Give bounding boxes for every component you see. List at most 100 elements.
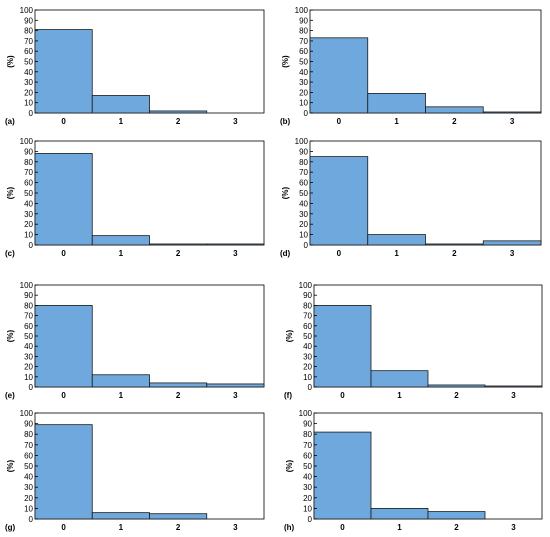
y-tick-label: 60 (24, 322, 33, 331)
y-axis-label: (%) (6, 55, 15, 68)
x-tick-label: 2 (176, 391, 181, 400)
bar-2 (149, 243, 208, 246)
y-tick-label: 0 (304, 241, 309, 250)
y-tick-label: 10 (299, 99, 308, 108)
y-tick-label: 60 (24, 451, 33, 460)
y-tick-label: 40 (24, 199, 33, 208)
x-tick-label: 2 (454, 523, 459, 532)
y-tick-label: 70 (24, 168, 33, 177)
y-axis-label: (%) (281, 186, 290, 199)
x-tick-label: 3 (233, 117, 238, 126)
x-tick-label: 0 (340, 523, 345, 532)
bar-0 (34, 153, 93, 246)
bar-1 (91, 374, 150, 388)
y-tick-label: 10 (24, 99, 33, 108)
y-tick-label: 0 (29, 383, 34, 392)
bar-3 (482, 240, 542, 246)
x-tick-label: 2 (454, 391, 459, 400)
panel-label: (g) (5, 523, 16, 532)
y-tick-label: 50 (24, 58, 33, 67)
y-tick-label: 100 (20, 409, 34, 418)
bar-1 (91, 512, 150, 520)
y-tick-label: 80 (299, 158, 308, 167)
bar-2 (425, 243, 484, 246)
y-tick-label: 30 (24, 210, 33, 219)
y-tick-label: 50 (24, 189, 33, 198)
y-tick-label: 50 (24, 332, 33, 341)
x-tick-label: 2 (452, 117, 457, 126)
y-tick-label: 20 (24, 220, 33, 229)
y-tick-label: 10 (299, 231, 308, 240)
bar-0 (34, 29, 93, 114)
x-tick-label: 0 (340, 391, 345, 400)
panel-label: (f) (284, 391, 292, 400)
bar-2 (149, 513, 208, 520)
y-tick-label: 80 (24, 27, 33, 36)
y-tick-label: 80 (303, 301, 312, 310)
y-tick-label: 40 (303, 342, 312, 351)
y-tick-label: 10 (24, 373, 33, 382)
y-tick-label: 0 (308, 383, 313, 392)
bar-3 (206, 383, 265, 388)
y-tick-label: 100 (295, 6, 309, 15)
y-tick-label: 90 (299, 147, 308, 156)
x-tick-label: 2 (176, 117, 181, 126)
y-tick-label: 20 (24, 363, 33, 372)
y-tick-label: 40 (303, 473, 312, 482)
bar-1 (91, 95, 150, 114)
y-tick-label: 70 (299, 37, 308, 46)
y-tick-label: 30 (299, 78, 308, 87)
y-tick-label: 30 (24, 483, 33, 492)
y-tick-label: 40 (24, 68, 33, 77)
x-tick-label: 3 (511, 391, 516, 400)
panel-label: (e) (5, 391, 15, 400)
y-tick-label: 100 (299, 409, 313, 418)
x-tick-label: 1 (394, 249, 399, 258)
y-tick-label: 40 (24, 473, 33, 482)
x-tick-label: 0 (61, 249, 66, 258)
y-tick-label: 40 (299, 68, 308, 77)
x-tick-label: 0 (337, 249, 342, 258)
y-tick-label: 70 (24, 37, 33, 46)
x-tick-label: 2 (452, 249, 457, 258)
x-tick-label: 1 (397, 523, 402, 532)
y-axis-label: (%) (6, 329, 15, 342)
bar-0 (309, 37, 369, 114)
y-tick-label: 20 (24, 494, 33, 503)
y-tick-label: 90 (24, 420, 33, 429)
panel-label: (d) (280, 249, 291, 258)
x-tick-label: 3 (233, 391, 238, 400)
y-tick-label: 0 (29, 515, 34, 524)
y-tick-label: 0 (304, 109, 309, 118)
y-tick-label: 80 (24, 301, 33, 310)
bar-0 (34, 424, 93, 520)
y-tick-label: 60 (24, 179, 33, 188)
y-tick-label: 30 (299, 210, 308, 219)
bar-1 (370, 507, 429, 520)
x-tick-label: 3 (233, 249, 238, 258)
y-tick-label: 70 (303, 441, 312, 450)
y-axis-label: (%) (6, 186, 15, 199)
y-tick-label: 40 (24, 342, 33, 351)
y-tick-label: 20 (303, 494, 312, 503)
y-tick-label: 80 (24, 158, 33, 167)
x-tick-label: 0 (61, 391, 66, 400)
x-tick-label: 0 (337, 117, 342, 126)
bar-0 (309, 156, 369, 246)
bar-2 (427, 384, 486, 388)
y-tick-label: 70 (303, 312, 312, 321)
x-tick-label: 3 (510, 117, 515, 126)
panel-label: (a) (5, 117, 15, 126)
bar-0 (34, 304, 93, 388)
y-tick-label: 10 (303, 504, 312, 513)
y-tick-label: 70 (24, 441, 33, 450)
y-tick-label: 70 (299, 168, 308, 177)
y-axis-label: (%) (6, 459, 15, 472)
x-tick-label: 1 (119, 249, 124, 258)
y-tick-label: 60 (299, 47, 308, 56)
